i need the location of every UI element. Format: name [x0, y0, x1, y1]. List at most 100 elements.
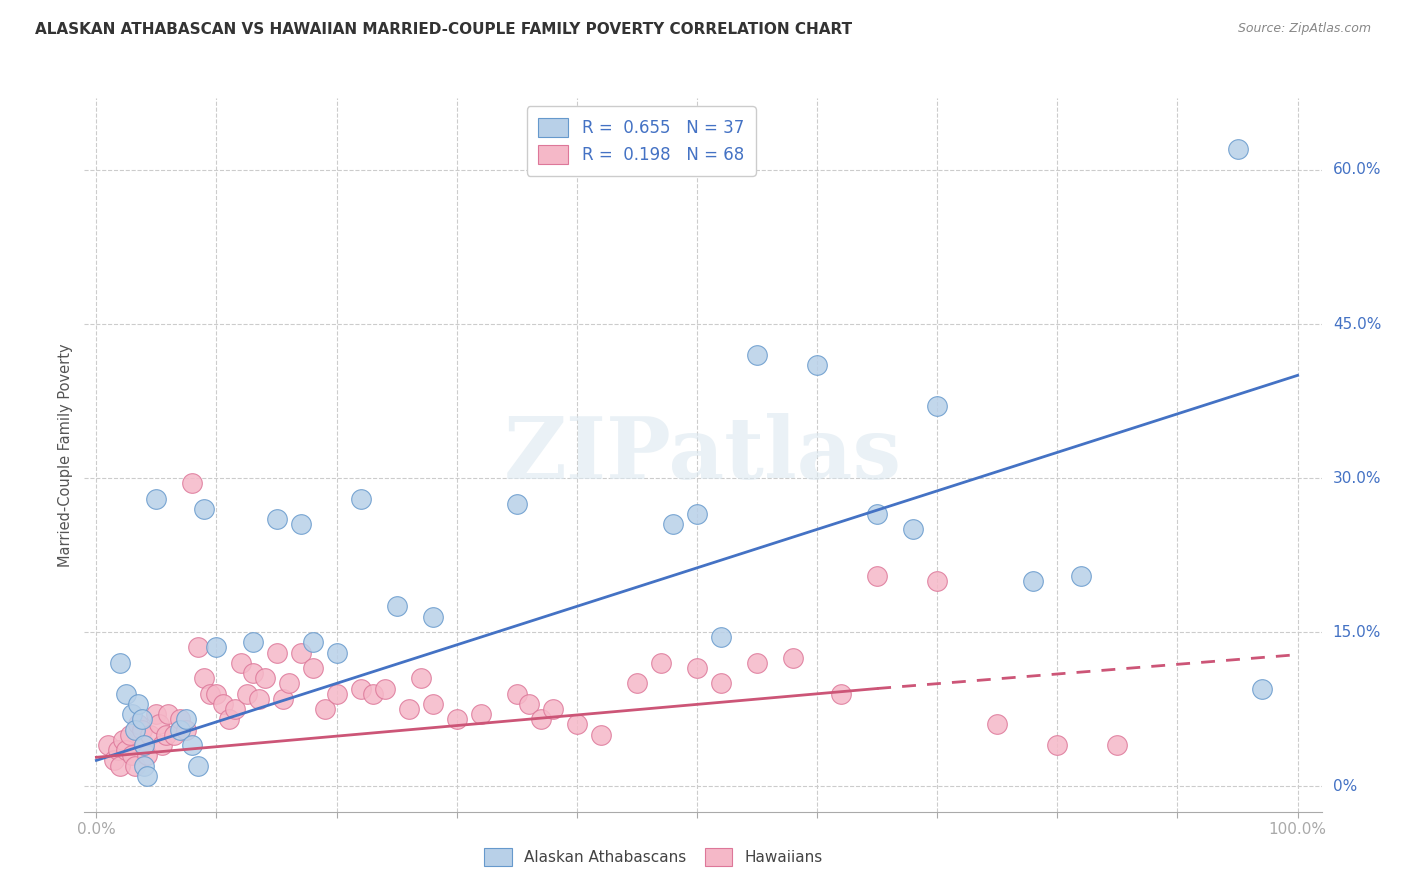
Point	[135, 748, 157, 763]
Point	[124, 723, 146, 737]
Point	[314, 702, 336, 716]
Point	[224, 702, 246, 716]
Point	[398, 702, 420, 716]
Point	[253, 671, 276, 685]
Point	[325, 687, 347, 701]
Point	[686, 507, 709, 521]
Point	[148, 717, 170, 731]
Point	[290, 517, 312, 532]
Point	[145, 491, 167, 506]
Point	[927, 574, 949, 588]
Point	[710, 630, 733, 644]
Point	[745, 348, 768, 362]
Point	[247, 691, 270, 706]
Point	[211, 697, 233, 711]
Point	[301, 661, 323, 675]
Point	[1070, 568, 1092, 582]
Point	[1226, 143, 1249, 157]
Point	[530, 712, 553, 726]
Point	[782, 650, 804, 665]
Text: 45.0%: 45.0%	[1333, 317, 1381, 332]
Point	[506, 497, 529, 511]
Text: 15.0%: 15.0%	[1333, 624, 1381, 640]
Text: Source: ZipAtlas.com: Source: ZipAtlas.com	[1237, 22, 1371, 36]
Point	[121, 748, 143, 763]
Point	[1250, 681, 1272, 696]
Point	[235, 687, 257, 701]
Point	[686, 661, 709, 675]
Point	[115, 743, 138, 757]
Point	[176, 712, 198, 726]
Legend: Alaskan Athabascans, Hawaiians: Alaskan Athabascans, Hawaiians	[478, 842, 828, 871]
Point	[409, 671, 432, 685]
Point	[662, 517, 685, 532]
Point	[127, 717, 149, 731]
Point	[103, 753, 125, 767]
Point	[325, 646, 347, 660]
Point	[181, 476, 204, 491]
Text: 0%: 0%	[1333, 779, 1357, 794]
Y-axis label: Married-Couple Family Poverty: Married-Couple Family Poverty	[58, 343, 73, 566]
Point	[176, 723, 198, 737]
Point	[111, 732, 134, 747]
Point	[903, 522, 925, 536]
Point	[97, 738, 120, 752]
Text: 60.0%: 60.0%	[1333, 162, 1381, 178]
Point	[301, 635, 323, 649]
Point	[200, 687, 222, 701]
Point	[1046, 738, 1069, 752]
Point	[145, 707, 167, 722]
Point	[135, 769, 157, 783]
Point	[626, 676, 648, 690]
Point	[218, 712, 240, 726]
Point	[169, 712, 191, 726]
Point	[927, 399, 949, 413]
Point	[152, 738, 174, 752]
Point	[124, 758, 146, 772]
Point	[163, 728, 186, 742]
Point	[986, 717, 1008, 731]
Point	[350, 491, 373, 506]
Point	[134, 738, 156, 752]
Point	[110, 758, 132, 772]
Point	[806, 358, 828, 372]
Text: ALASKAN ATHABASCAN VS HAWAIIAN MARRIED-COUPLE FAMILY POVERTY CORRELATION CHART: ALASKAN ATHABASCAN VS HAWAIIAN MARRIED-C…	[35, 22, 852, 37]
Point	[271, 691, 294, 706]
Point	[131, 712, 153, 726]
Point	[187, 758, 209, 772]
Point	[385, 599, 408, 614]
Point	[506, 687, 529, 701]
Point	[290, 646, 312, 660]
Point	[155, 728, 177, 742]
Point	[193, 501, 215, 516]
Point	[134, 758, 156, 772]
Point	[193, 671, 215, 685]
Point	[422, 697, 444, 711]
Point	[361, 687, 384, 701]
Point	[229, 656, 252, 670]
Point	[446, 712, 468, 726]
Point	[374, 681, 396, 696]
Point	[830, 687, 852, 701]
Point	[650, 656, 672, 670]
Point	[242, 666, 264, 681]
Point	[187, 640, 209, 655]
Point	[115, 687, 138, 701]
Point	[118, 728, 141, 742]
Point	[127, 697, 149, 711]
Point	[121, 707, 143, 722]
Point	[541, 702, 564, 716]
Point	[131, 723, 153, 737]
Point	[157, 707, 180, 722]
Point	[517, 697, 540, 711]
Point	[745, 656, 768, 670]
Point	[110, 656, 132, 670]
Point	[1107, 738, 1129, 752]
Point	[134, 738, 156, 752]
Point	[205, 687, 228, 701]
Point	[107, 743, 129, 757]
Point	[266, 512, 288, 526]
Point	[589, 728, 612, 742]
Point	[266, 646, 288, 660]
Point	[139, 728, 162, 742]
